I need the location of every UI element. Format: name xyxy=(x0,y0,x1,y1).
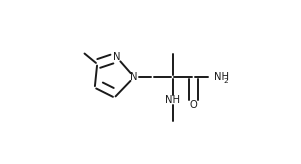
Text: N: N xyxy=(113,52,121,62)
Text: N: N xyxy=(130,72,138,82)
Text: 2: 2 xyxy=(224,78,228,84)
Text: NH: NH xyxy=(165,95,180,105)
Text: NH: NH xyxy=(214,72,229,82)
Text: O: O xyxy=(189,100,197,110)
